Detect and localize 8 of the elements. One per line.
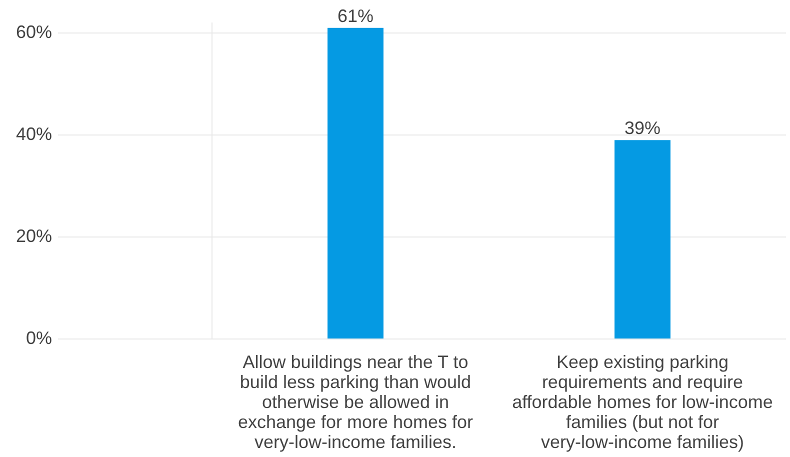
x-tick-label: Allow buildings near the T to build less parking than would otherwise be allowed in exchange for more homes for very-low-income families. (238, 352, 474, 452)
y-tick-label: 60% (16, 22, 52, 42)
y-tick-label: 20% (16, 226, 52, 246)
y-tick-label: 40% (16, 124, 52, 144)
data-label: 39% (624, 118, 661, 138)
data-label: 61% (337, 6, 374, 26)
x-tick-label: Keep existing parking requirements and require affordable homes for low-income families (but not for very-low-income families) (512, 352, 773, 452)
y-tick-label: 0% (26, 328, 52, 348)
